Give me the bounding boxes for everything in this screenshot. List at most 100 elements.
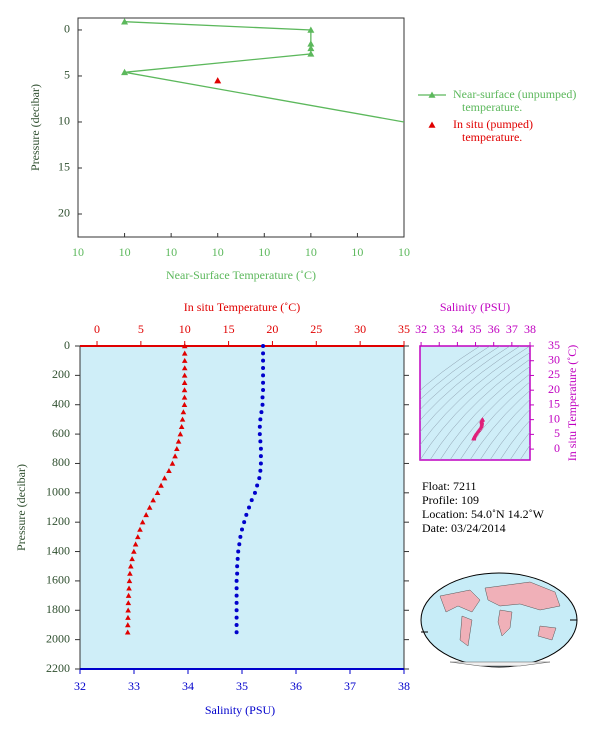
temperature-marker (177, 431, 184, 437)
x-tick-label: 36 (488, 322, 500, 336)
salinity-marker (260, 402, 265, 407)
temperature-marker (125, 614, 131, 620)
x2-tick-label: 10 (179, 322, 191, 336)
y-tick-label: 15 (548, 397, 560, 411)
salinity-marker (258, 461, 263, 466)
x-tick-label: 35 (236, 679, 248, 693)
temperature-marker (126, 585, 132, 591)
density-contour (420, 346, 511, 421)
marker (307, 50, 315, 57)
x-tick-label: 10 (72, 245, 84, 259)
density-contour (449, 373, 530, 460)
salinity-marker (234, 593, 239, 598)
salinity-marker (257, 432, 262, 437)
x-tick-label: 32 (74, 679, 86, 693)
salinity-marker (261, 388, 266, 393)
temperature-marker (137, 526, 143, 532)
temperature-marker (181, 365, 188, 371)
y-axis-label: Pressure (decibar) (28, 84, 42, 171)
x2-tick-label: 5 (138, 322, 144, 336)
temperature-marker (125, 592, 132, 598)
x-axis-label: Salinity (PSU) (440, 300, 510, 314)
temperature-marker (127, 563, 134, 569)
y-axis-label: In situ Temperature (˚C) (565, 345, 579, 462)
x-tick-label: 10 (305, 245, 317, 259)
x-tick-label: 38 (398, 679, 410, 693)
x-tick-label: 34 (182, 679, 194, 693)
salinity-marker (261, 351, 266, 356)
marker (121, 18, 129, 25)
salinity-marker (258, 446, 263, 451)
salinity-marker (261, 344, 266, 348)
salinity-marker (259, 410, 264, 415)
y-tick-label: 400 (52, 396, 70, 410)
density-contour (509, 431, 530, 460)
density-contour (420, 346, 501, 410)
salinity-marker (258, 417, 263, 422)
salinity-marker (257, 476, 262, 481)
x-tick-label: 37 (344, 679, 356, 693)
salinity-marker (252, 490, 257, 495)
temperature-marker (158, 482, 164, 488)
salinity-marker (247, 505, 252, 510)
x2-tick-label: 35 (398, 322, 410, 336)
salinity-marker (255, 483, 260, 488)
x-tick-label: 33 (128, 679, 140, 693)
temperature-marker (166, 467, 172, 474)
temperature-marker (132, 541, 139, 547)
salinity-marker (261, 380, 266, 385)
salinity-marker (237, 542, 242, 547)
salinity-marker (236, 549, 241, 554)
x-tick-label: 10 (258, 245, 270, 259)
temperature-marker (161, 475, 168, 481)
x-tick-label: 37 (506, 322, 518, 336)
y-tick-label: 35 (548, 338, 560, 352)
y-tick-label: 800 (52, 455, 70, 469)
info-profile: Profile: 109 (422, 493, 479, 507)
marker (307, 44, 315, 52)
temperature-marker (150, 497, 156, 503)
info-location: Location: 54.0˚N 14.2˚W (422, 507, 545, 521)
y-tick-label: 0 (64, 338, 70, 352)
temperature-marker (131, 548, 137, 554)
density-contour (519, 444, 530, 460)
temperature-marker (135, 534, 141, 540)
y-tick-label: 2000 (46, 631, 70, 645)
density-contour (499, 419, 530, 460)
x-tick-label: 38 (524, 322, 536, 336)
x2-tick-label: 30 (354, 322, 366, 336)
salinity-marker (261, 358, 266, 363)
y-tick-label: 10 (58, 114, 70, 128)
y-tick-label: 10 (548, 411, 560, 425)
legend-marker (428, 121, 436, 128)
y-axis-label: Pressure (decibar) (14, 464, 28, 551)
y-tick-label: 15 (58, 160, 70, 174)
density-contour (469, 390, 530, 460)
y-tick-label: 1800 (46, 602, 70, 616)
info-date: Date: 03/24/2014 (422, 521, 506, 535)
density-contour (420, 352, 530, 460)
y-tick-label: 1200 (46, 514, 70, 528)
y-tick-label: 5 (64, 68, 70, 82)
y-tick-label: 0 (554, 441, 560, 455)
temperature-marker (179, 416, 186, 422)
density-contours (420, 346, 530, 460)
temperature-marker (154, 490, 161, 496)
temperature-marker (124, 629, 131, 635)
x2-tick-label: 0 (94, 322, 100, 336)
x2-tick-label: 20 (266, 322, 278, 336)
temperature-marker (181, 350, 188, 356)
y-tick-label: 5 (554, 426, 560, 440)
temperature-marker (181, 394, 188, 400)
x-tick-label: 10 (212, 245, 224, 259)
y-tick-label: 0 (64, 22, 70, 36)
temperature-marker (125, 600, 132, 606)
x-axis-label: Salinity (PSU) (205, 703, 275, 717)
x-tick-label: 34 (451, 322, 463, 336)
marker (214, 77, 222, 84)
x2-tick-label: 15 (223, 322, 235, 336)
y-tick-label: 30 (548, 352, 560, 366)
density-contour (420, 346, 530, 446)
